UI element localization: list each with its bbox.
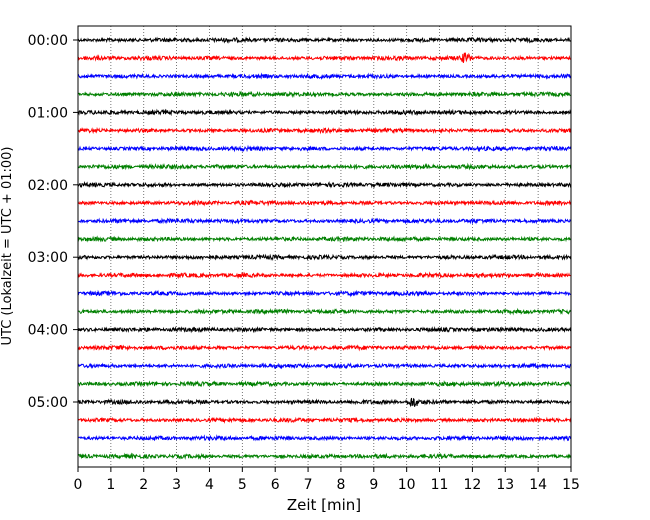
x-tick-label: 13 bbox=[496, 477, 514, 493]
x-tick-label: 0 bbox=[74, 477, 83, 493]
x-tick-label: 15 bbox=[562, 477, 580, 493]
seismogram-trace bbox=[77, 289, 572, 298]
seismogram-trace bbox=[77, 452, 572, 461]
seismogram-trace bbox=[77, 434, 572, 442]
seismogram-trace bbox=[77, 180, 572, 189]
y-axis: 00:00 01:00 02:00 03:00 04:00 05:00 bbox=[28, 33, 78, 411]
x-tick-label: 4 bbox=[205, 477, 214, 493]
x-tick-label: 3 bbox=[172, 477, 181, 493]
seismogram-trace bbox=[77, 108, 572, 117]
x-tick-label: 5 bbox=[238, 477, 247, 493]
seismogram-trace bbox=[77, 344, 572, 352]
seismogram-trace bbox=[77, 52, 572, 64]
x-tick-label: 7 bbox=[304, 477, 313, 493]
x-axis: 0 1 2 3 4 5 6 7 8 9 10 11 12 13 14 15 bbox=[74, 467, 580, 493]
y-tick-label: 02:00 bbox=[28, 178, 68, 194]
seismogram-trace bbox=[77, 235, 572, 243]
seismogram-trace bbox=[77, 253, 572, 262]
x-tick-label: 10 bbox=[398, 477, 416, 493]
seismogram-trace bbox=[77, 162, 572, 171]
seismogram-trace bbox=[77, 217, 572, 225]
seismogram-trace bbox=[77, 326, 572, 334]
y-tick-label: 01:00 bbox=[28, 105, 68, 121]
x-tick-label: 14 bbox=[529, 477, 547, 493]
seismogram-trace bbox=[77, 198, 572, 207]
x-tick-label: 8 bbox=[336, 477, 345, 493]
seismogram-trace bbox=[77, 144, 572, 153]
seismogram-trace bbox=[77, 362, 572, 370]
seismogram-trace bbox=[77, 72, 572, 81]
seismogram-trace bbox=[77, 380, 572, 388]
seismogram-trace bbox=[77, 36, 572, 44]
seismogram-trace bbox=[77, 126, 572, 135]
x-tick-label: 1 bbox=[106, 477, 115, 493]
plot-frame bbox=[77, 25, 572, 468]
y-tick-label: 05:00 bbox=[28, 395, 68, 411]
x-tick-label: 12 bbox=[463, 477, 481, 493]
y-tick-label: 04:00 bbox=[28, 323, 68, 339]
y-tick-label: 00:00 bbox=[28, 33, 68, 49]
seismogram-trace bbox=[77, 90, 572, 99]
x-tick-label: 9 bbox=[369, 477, 378, 493]
seismogram-trace bbox=[77, 416, 572, 424]
seismogram-trace bbox=[77, 271, 572, 280]
y-axis-title: UTC (Lokalzeit = UTC + 01:00) bbox=[0, 147, 15, 346]
seismogram-traces bbox=[77, 36, 572, 461]
x-tick-label: 11 bbox=[431, 477, 449, 493]
x-tick-label: 6 bbox=[271, 477, 280, 493]
x-axis-title: Zeit [min] bbox=[287, 496, 361, 514]
x-tick-label: 2 bbox=[139, 477, 148, 493]
seismogram-trace bbox=[77, 307, 572, 316]
seismogram-trace bbox=[77, 397, 572, 408]
y-tick-label: 03:00 bbox=[28, 250, 68, 266]
